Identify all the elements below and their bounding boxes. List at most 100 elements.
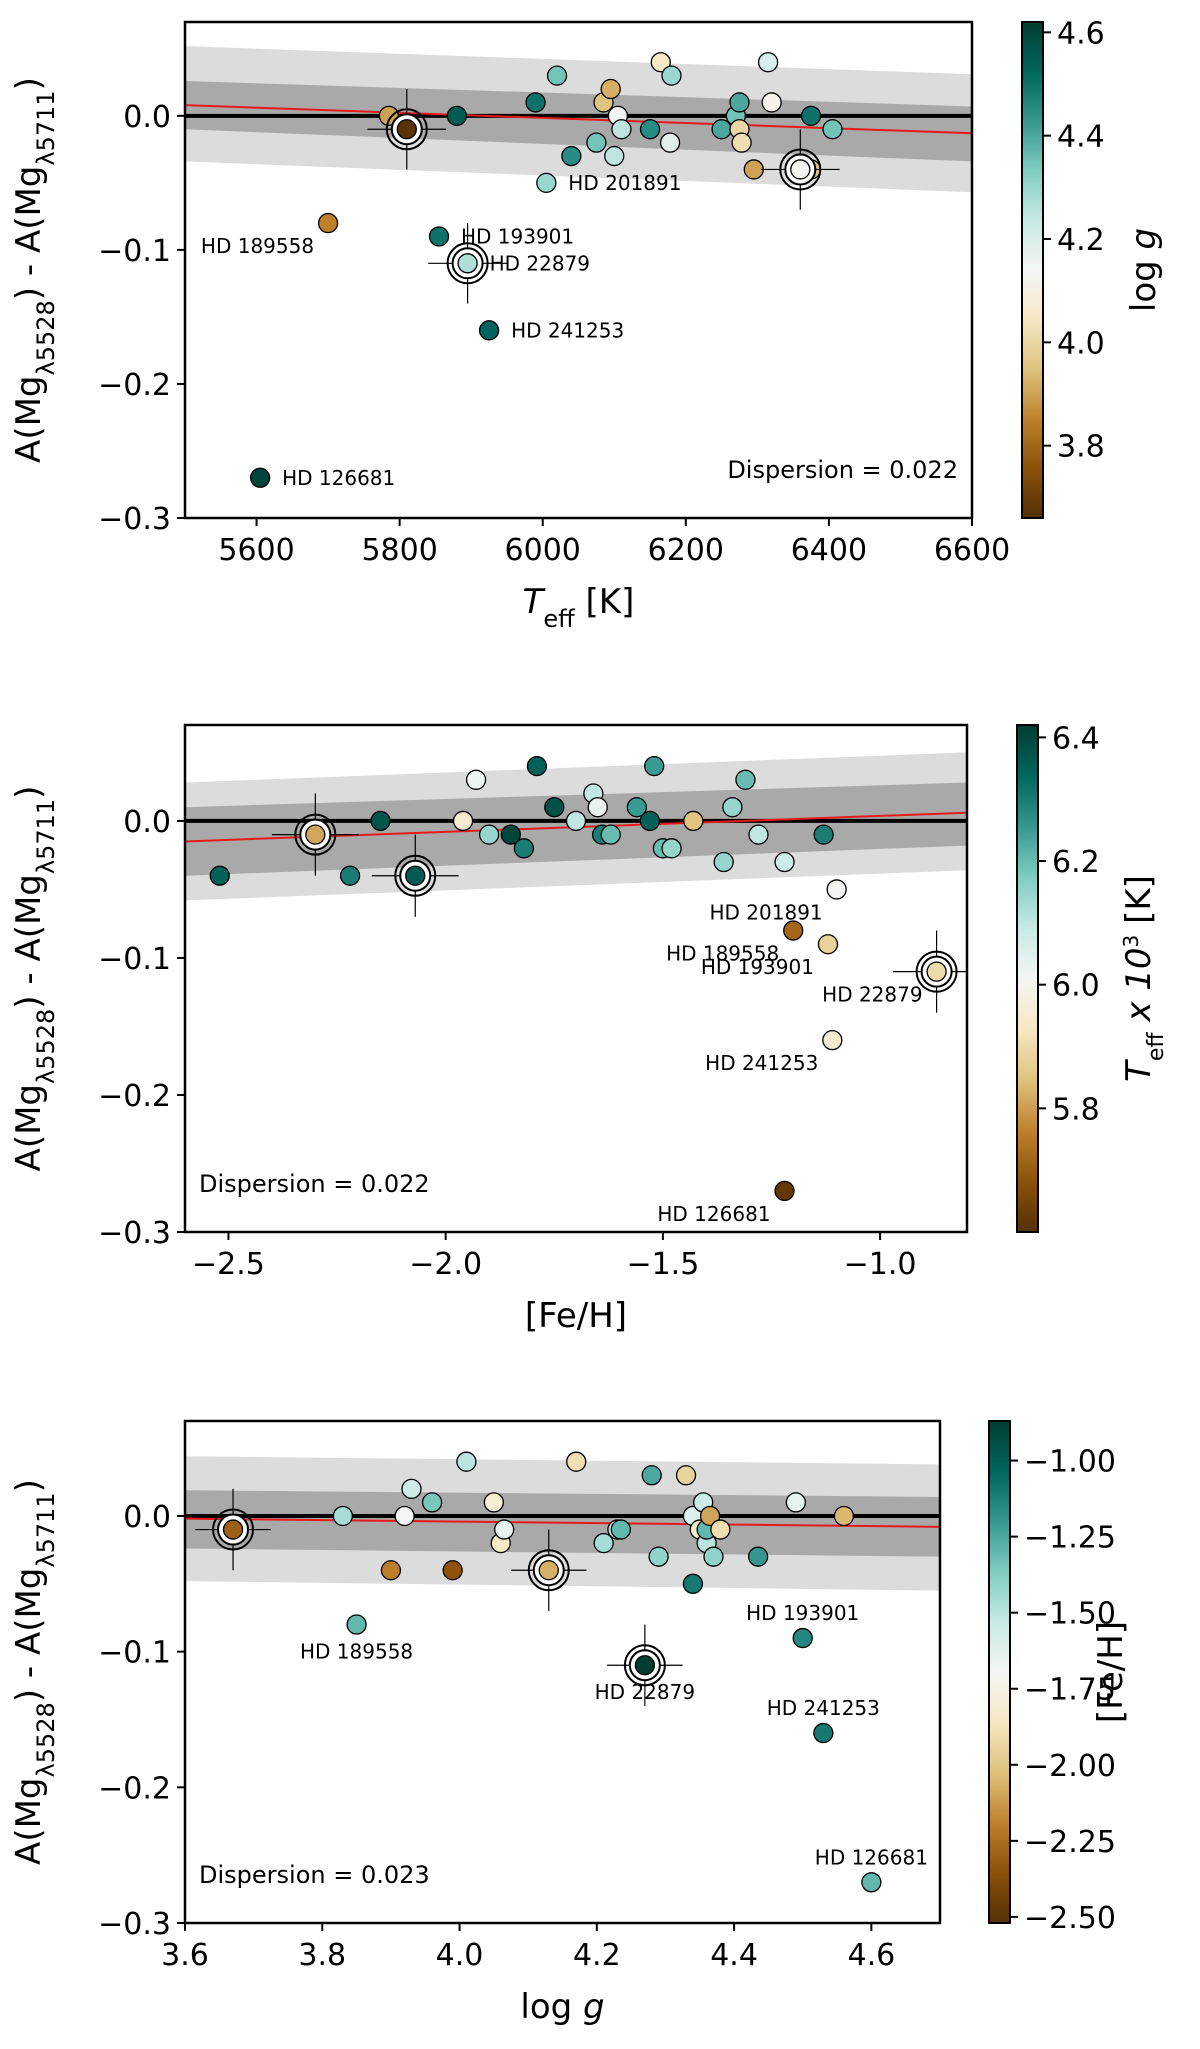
x-axis-label: Teff [K] xyxy=(523,582,635,633)
star-annotation: HD 193901 xyxy=(461,224,574,248)
data-point xyxy=(650,52,671,73)
x-tick-label: 3.6 xyxy=(161,1938,209,1973)
y-label-part: λ5528 xyxy=(32,300,60,375)
star-annotation: HD 189558 xyxy=(666,942,779,966)
data-point xyxy=(711,119,732,140)
data-point xyxy=(593,1532,614,1554)
colorbar-tick-label: −2.25 xyxy=(1024,1825,1116,1860)
colorbar xyxy=(1021,21,1044,519)
data-point xyxy=(209,865,230,886)
data-point xyxy=(442,1560,463,1581)
data-point xyxy=(428,226,450,247)
colorbar-tick-label: 6.2 xyxy=(1052,845,1100,880)
data-point xyxy=(604,145,625,167)
x-tick-label: 6400 xyxy=(791,533,867,568)
colorbar-tick-label: 4.0 xyxy=(1057,326,1105,361)
x-tick-label: 6200 xyxy=(648,533,724,568)
star-annotation: HD 241253 xyxy=(511,318,624,342)
y-label-part: ) xyxy=(9,786,49,799)
colorbar-label-unit: [K] xyxy=(1119,875,1159,935)
star-annotation: HD 126681 xyxy=(657,1202,770,1226)
y-label-part: ) - A(Mg xyxy=(9,874,49,1009)
data-point xyxy=(421,1492,443,1513)
data-point xyxy=(661,65,682,86)
highlighted-point xyxy=(396,119,417,140)
highlighted-point xyxy=(405,865,426,886)
colorbar-tick-label: −1.75 xyxy=(1024,1673,1116,1708)
data-point xyxy=(544,797,565,818)
data-point xyxy=(536,172,557,194)
highlighted-point xyxy=(538,1560,559,1581)
data-point xyxy=(339,865,361,886)
y-label-part: ) xyxy=(9,77,49,90)
data-point xyxy=(648,1546,669,1567)
x-tick-label: 3.8 xyxy=(298,1938,346,1973)
star-annotation: HD 201891 xyxy=(568,171,681,195)
highlight-ring-outer xyxy=(212,1508,255,1551)
y-label-part: A(Mg xyxy=(9,375,49,462)
y-label-part: λ5528 xyxy=(32,1009,60,1084)
x-tick-label: 5800 xyxy=(361,533,437,568)
star-annotation: HD 22879 xyxy=(822,983,922,1007)
y-label-part: λ5711 xyxy=(32,1492,60,1567)
data-point xyxy=(465,769,487,790)
data-point xyxy=(800,105,822,126)
fit-line xyxy=(185,1517,940,1528)
x-label-main: T xyxy=(523,582,546,622)
data-point xyxy=(683,810,704,832)
star-annotation: HD 193901 xyxy=(701,955,814,979)
y-tick-label: 0.0 xyxy=(123,100,171,135)
y-tick-label: −0.3 xyxy=(98,1216,171,1251)
data-point xyxy=(641,1465,662,1486)
data-point xyxy=(731,132,752,153)
colorbar-label-sub: eff xyxy=(1144,1032,1169,1062)
star-annotation: HD 126681 xyxy=(282,466,395,490)
data-point xyxy=(610,1519,631,1540)
data-point xyxy=(813,824,834,845)
y-label-part: A(Mg xyxy=(9,1084,49,1171)
y-tick-label: −0.3 xyxy=(98,1907,171,1942)
highlighted-point xyxy=(305,824,326,845)
highlighted-point xyxy=(926,961,947,982)
star-annotation: HD 126681 xyxy=(815,1845,928,1869)
data-point xyxy=(833,1505,855,1527)
data-point xyxy=(703,1546,724,1567)
colorbar-tick-label: 6.4 xyxy=(1052,721,1100,756)
colorbar-label-sup: 3 xyxy=(1119,935,1143,948)
highlight-ring-outer xyxy=(394,854,437,897)
data-point xyxy=(747,1546,769,1567)
colorbar-tick-label: 3.8 xyxy=(1057,430,1105,465)
data-point xyxy=(526,755,548,777)
y-axis-label: A(Mgλ5528) - A(Mgλ5711) xyxy=(9,1479,60,1865)
highlight-ring-outer xyxy=(385,108,428,151)
y-tick-label: −0.1 xyxy=(98,234,171,269)
data-point xyxy=(817,934,839,955)
y-tick-label: −0.2 xyxy=(98,1079,171,1114)
data-point xyxy=(611,119,632,140)
y-label-part: ) xyxy=(9,1479,49,1492)
data-point xyxy=(792,1627,813,1649)
colorbar xyxy=(988,1420,1011,1924)
data-point xyxy=(710,1519,731,1540)
y-axis-label: A(Mgλ5528) - A(Mgλ5711) xyxy=(9,77,60,463)
panel-teff: HD 201891 HD 189558 HD 193901 HD 22879 HD 24… xyxy=(9,16,1164,633)
data-point xyxy=(813,1722,834,1744)
y-label-part: λ5711 xyxy=(32,90,60,165)
star-annotation: HD 189558 xyxy=(300,1640,413,1664)
x-label-unit: [K] xyxy=(575,582,635,622)
star-annotation: HD 241253 xyxy=(767,1696,880,1720)
data-point xyxy=(500,824,521,845)
data-point xyxy=(729,92,750,113)
data-point xyxy=(761,92,782,113)
colorbar-label: [Fe/H] xyxy=(1091,1621,1131,1723)
highlight-ring-outer xyxy=(527,1549,570,1592)
data-point xyxy=(513,838,535,859)
star-annotation: HD 22879 xyxy=(490,251,590,275)
x-tick-label: −2.5 xyxy=(192,1247,265,1282)
colorbar-tick-label: 6.0 xyxy=(1052,969,1100,1004)
x-label-italic: g xyxy=(583,1987,605,2027)
data-point xyxy=(249,467,271,488)
highlighted-point xyxy=(222,1519,244,1540)
data-point xyxy=(675,1465,697,1486)
data-point xyxy=(639,810,661,832)
